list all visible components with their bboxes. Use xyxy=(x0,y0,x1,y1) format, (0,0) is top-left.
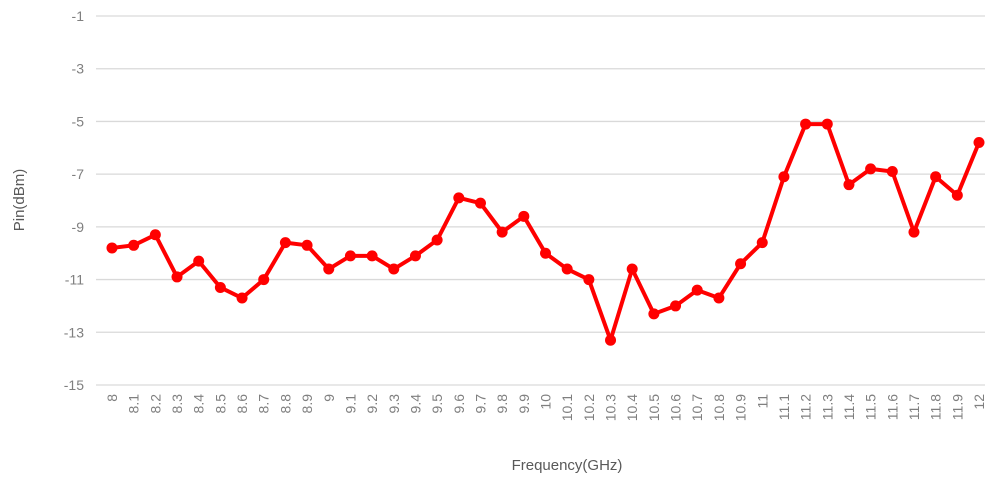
data-point xyxy=(973,137,985,149)
data-point xyxy=(691,284,703,296)
x-tick-label: 10 xyxy=(538,394,554,410)
x-tick-label: 11.2 xyxy=(798,394,814,420)
y-axis-title: Pin(dBm) xyxy=(11,169,28,232)
x-tick-label: 11.3 xyxy=(819,394,835,420)
x-tick-label: 9.8 xyxy=(494,394,510,414)
data-point xyxy=(518,210,530,222)
x-tick-label: 9.3 xyxy=(386,394,402,414)
x-tick-label: 9.6 xyxy=(451,394,467,414)
x-tick-label: 10.4 xyxy=(624,394,640,421)
x-tick-label: 9.9 xyxy=(516,394,532,414)
data-point xyxy=(540,247,551,259)
x-tick-label: 8.8 xyxy=(277,394,293,414)
x-tick-label: 9.1 xyxy=(342,394,358,414)
x-tick-label: 8.1 xyxy=(126,394,142,414)
x-tick-label: 10.3 xyxy=(603,394,619,421)
y-tick-label: -3 xyxy=(72,61,85,77)
x-tick-label: 10.9 xyxy=(733,394,749,421)
data-point xyxy=(583,274,595,286)
data-point xyxy=(279,237,291,249)
data-point xyxy=(886,166,898,178)
data-point xyxy=(149,229,161,241)
data-point xyxy=(713,292,725,304)
data-point xyxy=(344,250,356,262)
x-tick-label: 9 xyxy=(321,394,337,402)
x-tick-label: 10.8 xyxy=(711,394,727,421)
data-point xyxy=(800,118,812,130)
y-tick-label: -11 xyxy=(65,272,84,288)
x-tick-label: 11.1 xyxy=(776,394,792,420)
data-point xyxy=(670,300,682,312)
series-line xyxy=(111,122,981,343)
x-tick-label: 8.5 xyxy=(212,394,228,414)
x-tick-label: 8.3 xyxy=(169,394,185,414)
data-point xyxy=(236,292,248,304)
data-point xyxy=(171,271,183,283)
x-tick-label: 10.6 xyxy=(668,394,684,421)
x-tick-label: 11.6 xyxy=(884,394,900,420)
x-tick-label: 10.7 xyxy=(689,394,705,421)
data-point xyxy=(388,263,400,275)
data-point xyxy=(474,197,486,209)
data-point xyxy=(951,189,963,201)
data-point xyxy=(431,234,443,246)
x-tick-label: 9.2 xyxy=(364,394,380,414)
data-point xyxy=(453,192,465,204)
x-tick-label: 8.4 xyxy=(191,394,207,414)
data-point xyxy=(821,118,833,130)
x-tick-label: 12 xyxy=(971,394,985,410)
x-tick-label: 11.8 xyxy=(928,394,944,420)
x-tick-label: 10.1 xyxy=(559,394,575,421)
x-tick-label: 10.2 xyxy=(581,394,597,421)
data-point xyxy=(843,179,855,191)
x-tick-label: 9.7 xyxy=(472,394,488,414)
y-tick-label: -5 xyxy=(72,113,85,129)
data-point xyxy=(908,226,920,238)
data-point xyxy=(735,258,747,270)
x-tick-label: 10.5 xyxy=(646,394,662,421)
x-tick-label: 11.7 xyxy=(906,394,922,420)
data-point xyxy=(193,255,205,267)
data-point xyxy=(106,242,118,254)
data-point xyxy=(409,250,421,262)
data-point xyxy=(605,334,617,346)
x-tick-label: 9.5 xyxy=(429,394,445,414)
data-point xyxy=(366,250,378,262)
x-tick-label: 11.5 xyxy=(863,394,879,420)
x-axis-title: Frequency(GHz) xyxy=(512,457,623,474)
x-tick-label: 9.4 xyxy=(407,394,423,414)
data-point xyxy=(258,274,270,286)
x-tick-label: 8.7 xyxy=(256,394,272,414)
data-point xyxy=(561,263,573,275)
x-tick-label: 8.6 xyxy=(234,394,250,414)
data-point xyxy=(301,239,313,251)
y-tick-label: -1 xyxy=(72,8,85,24)
data-point xyxy=(865,163,877,175)
data-point xyxy=(214,281,226,293)
x-tick-label: 11.9 xyxy=(949,394,965,420)
data-point xyxy=(930,171,942,183)
x-tick-label: 11.4 xyxy=(841,394,857,420)
data-point xyxy=(778,171,790,183)
data-point xyxy=(648,308,660,320)
data-point xyxy=(323,263,335,275)
x-tick-label: 11 xyxy=(754,394,770,409)
y-tick-label: -15 xyxy=(64,377,84,393)
x-tick-label: 8 xyxy=(104,394,120,402)
data-point xyxy=(128,239,140,251)
y-tick-label: -9 xyxy=(72,219,85,235)
data-point xyxy=(496,226,508,238)
x-tick-label: 8.9 xyxy=(299,394,315,414)
y-tick-label: -7 xyxy=(72,166,85,182)
x-tick-label: 8.2 xyxy=(147,394,163,414)
data-point xyxy=(626,263,638,275)
data-point xyxy=(756,237,768,249)
y-tick-label: -13 xyxy=(64,324,84,340)
